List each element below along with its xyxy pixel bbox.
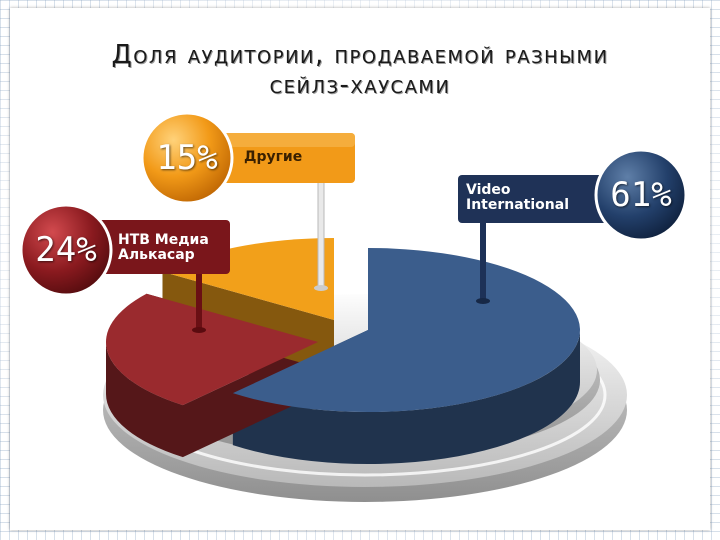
orb-ntv [19,203,113,297]
pct-other: 15% [156,138,218,178]
pie-slice-tops [105,238,581,413]
pie-slice-side [232,248,580,465]
label-ntv: НТВ Медиа Алькасар [118,232,209,263]
orb-other [140,111,234,205]
pie-slice [105,293,318,406]
chart-title-line-2: сейлз-хаусами [269,70,451,100]
orb-vi [594,148,688,242]
label-vi: Video International [466,182,570,213]
callout-vi [458,175,628,304]
pie-slice [232,248,581,413]
callout-ntv [80,220,230,333]
chart-title-line-1: Доля аудитории, продаваемой разными [111,40,609,70]
callout-other [210,133,355,291]
pct-ntv: 24% [35,230,97,270]
label-other: Другие [244,149,303,165]
pct-vi: 61% [610,175,672,215]
